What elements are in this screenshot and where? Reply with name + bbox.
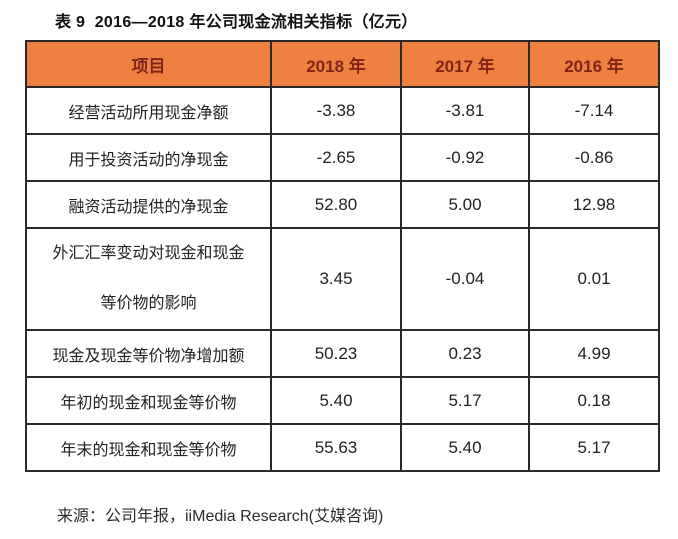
- value-cell: 52.80: [270, 180, 402, 229]
- value-cell: 3.45: [270, 227, 402, 331]
- header-cell-year: 2016 年: [528, 40, 660, 88]
- table-row: 年末的现金和现金等价物 55.63 5.40 5.17: [25, 423, 660, 472]
- value-cell: 0.23: [400, 329, 530, 378]
- row-label-cell: 用于投资活动的净现金: [25, 133, 272, 182]
- value-cell: 5.17: [400, 376, 530, 425]
- value-cell: -0.86: [528, 133, 660, 182]
- header-cell-year: 2017 年: [400, 40, 530, 88]
- value-cell: 55.63: [270, 423, 402, 472]
- value-cell: -2.65: [270, 133, 402, 182]
- table-row: 外汇汇率变动对现金和现金 等价物的影响 3.45 -0.04 0.01: [25, 227, 660, 331]
- table-body: 经营活动所用现金净额 -3.38 -3.81 -7.14 用于投资活动的净现金 -2.65…: [25, 86, 660, 472]
- value-cell: -0.04: [400, 227, 530, 331]
- source-note: 来源：公司年报，iiMedia Research(艾媒咨询): [57, 508, 384, 525]
- cash-flow-table: 项目 2018 年 2017 年 2016 年 经营活动所用现金净额 -3.38 -3.8…: [25, 40, 660, 472]
- row-label-cell: 外汇汇率变动对现金和现金 等价物的影响: [25, 227, 272, 331]
- value-cell: 5.40: [270, 376, 402, 425]
- table-row: 年初的现金和现金等价物 5.40 5.17 0.18: [25, 376, 660, 425]
- value-cell: -3.38: [270, 86, 402, 135]
- table-row: 经营活动所用现金净额 -3.38 -3.81 -7.14: [25, 86, 660, 135]
- value-cell: 4.99: [528, 329, 660, 378]
- value-cell: 5.00: [400, 180, 530, 229]
- row-label-cell: 年初的现金和现金等价物: [25, 376, 272, 425]
- value-cell: 0.18: [528, 376, 660, 425]
- row-label-cell: 融资活动提供的净现金: [25, 180, 272, 229]
- table-row: 用于投资活动的净现金 -2.65 -0.92 -0.86: [25, 133, 660, 182]
- value-cell: 5.40: [400, 423, 530, 472]
- row-label-cell: 经营活动所用现金净额: [25, 86, 272, 135]
- value-cell: -7.14: [528, 86, 660, 135]
- value-cell: 5.17: [528, 423, 660, 472]
- table-row: 融资活动提供的净现金 52.80 5.00 12.98: [25, 180, 660, 229]
- value-cell: -3.81: [400, 86, 530, 135]
- table-row: 现金及现金等价物净增加额 50.23 0.23 4.99: [25, 329, 660, 378]
- header-row: 项目 2018 年 2017 年 2016 年: [25, 40, 660, 88]
- value-cell: 12.98: [528, 180, 660, 229]
- row-label-cell: 年末的现金和现金等价物: [25, 423, 272, 472]
- header-cell-item: 项目: [25, 40, 272, 88]
- table-title: 表 9 2016—2018 年公司现金流相关指标（亿元）: [55, 14, 418, 31]
- header-cell-year: 2018 年: [270, 40, 402, 88]
- value-cell: -0.92: [400, 133, 530, 182]
- row-label-cell: 现金及现金等价物净增加额: [25, 329, 272, 378]
- value-cell: 50.23: [270, 329, 402, 378]
- value-cell: 0.01: [528, 227, 660, 331]
